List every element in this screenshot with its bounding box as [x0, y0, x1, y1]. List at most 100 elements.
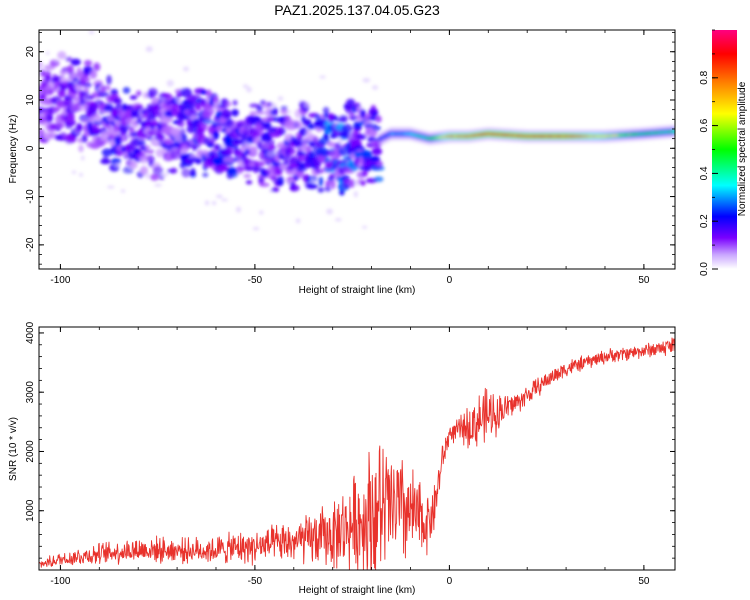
heatmap-cell	[306, 183, 318, 190]
colorbar-tick-label: 0.0	[699, 262, 710, 276]
y-tick-label: -10	[25, 189, 36, 204]
spectrogram-y-axis: -20 -10 0 10 20	[25, 32, 675, 265]
heatmap-cell	[289, 184, 300, 192]
heatmap-cell	[283, 160, 289, 165]
heatmap-cell	[190, 168, 196, 176]
heatmap-cell	[145, 172, 151, 179]
heatmap-cell	[66, 112, 75, 123]
heatmap-cell	[195, 104, 202, 111]
heatmap-cell	[76, 123, 82, 132]
heatmap-cell	[101, 148, 113, 157]
heatmap-cell	[244, 125, 254, 130]
heatmap-cell	[201, 117, 213, 125]
heatmap-cell	[327, 113, 335, 123]
heatmap-cell	[209, 148, 219, 155]
heatmap-cell	[131, 122, 139, 129]
heatmap-cell	[357, 106, 365, 110]
heatmap-cell	[231, 109, 239, 117]
heatmap-cell	[353, 190, 359, 198]
heatmap-cell	[280, 105, 288, 111]
heatmap-cell	[314, 168, 324, 174]
heatmap-cell	[155, 148, 164, 158]
heatmap-cell	[280, 108, 288, 115]
heatmap-cell	[224, 156, 236, 163]
heatmap-cell	[65, 56, 73, 62]
heatmap-cell	[44, 70, 52, 80]
heatmap-cell	[259, 182, 270, 187]
heatmap-cell	[296, 151, 307, 156]
heatmap-cell	[216, 125, 223, 132]
heatmap-cell	[89, 105, 97, 111]
heatmap-cell	[182, 66, 190, 72]
heatmap-cell	[361, 225, 368, 229]
heatmap-cell	[334, 217, 342, 222]
heatmap-cell	[345, 98, 356, 108]
heatmap-cell	[186, 125, 196, 134]
heatmap-cell	[106, 74, 112, 85]
heatmap-cell	[45, 51, 50, 55]
heatmap-cell	[54, 59, 59, 63]
heatmap-cell	[118, 122, 131, 131]
heatmap-cell	[372, 126, 382, 132]
heatmap-cell	[107, 185, 115, 189]
heatmap-cell	[359, 109, 366, 114]
heatmap-cell	[330, 179, 336, 190]
heatmap-cell	[83, 86, 90, 93]
x-tick-label: 50	[638, 576, 650, 587]
heatmap-cell	[317, 187, 325, 193]
heatmap-cell	[200, 89, 207, 95]
x-tick-label: 50	[638, 275, 650, 286]
heatmap-cell	[105, 102, 114, 108]
heatmap-cell	[93, 62, 101, 72]
heatmap-cell	[81, 134, 88, 143]
heatmap-cell	[202, 172, 209, 178]
heatmap-cell	[145, 46, 153, 53]
heatmap-cell	[195, 142, 201, 149]
heatmap-cell	[253, 110, 266, 115]
heatmap-cell	[258, 210, 264, 215]
heatmap-cell	[212, 130, 220, 140]
heatmap-cell	[39, 128, 45, 136]
heatmap-cell	[257, 161, 266, 167]
heatmap-cell	[322, 106, 330, 115]
heatmap-cell	[349, 178, 356, 188]
heatmap-cell	[314, 164, 320, 170]
heatmap-cell	[302, 119, 312, 124]
heatmap-cell	[39, 107, 45, 112]
y-tick-label: 10	[25, 94, 36, 106]
heatmap-cell	[110, 88, 119, 96]
heatmap-cell	[339, 189, 345, 196]
heatmap-cell	[106, 116, 115, 122]
heatmap-cell	[181, 133, 188, 144]
heatmap-cell	[52, 106, 61, 112]
y-tick-label: 1000	[25, 499, 36, 522]
heatmap-cell	[97, 92, 110, 98]
heatmap-cell	[310, 178, 318, 184]
heatmap-cell	[243, 173, 252, 179]
heatmap-cell	[152, 166, 164, 176]
heatmap-cell	[355, 133, 367, 140]
heatmap-cell	[289, 148, 297, 155]
heatmap-cell	[672, 129, 675, 134]
heatmap-cell	[319, 75, 326, 79]
snr-panel: -100 -50 0 50 1000 2000 3000 4000 Height of st…	[8, 321, 676, 596]
heatmap-cell	[175, 98, 183, 103]
heatmap-cell	[225, 113, 231, 119]
heatmap-cell	[242, 84, 249, 89]
heatmap-cell	[209, 137, 216, 144]
heatmap-cell	[221, 198, 229, 202]
colorbar: 0.0 0.2 0.4 0.6 0.8 Normalized spectral ampl…	[699, 29, 748, 276]
heatmap-cell	[318, 176, 324, 187]
heatmap-cell	[343, 179, 351, 184]
heatmap-cell	[248, 161, 257, 167]
heatmap-cell	[232, 99, 238, 106]
heatmap-cell	[135, 90, 142, 97]
heatmap-cell	[271, 187, 280, 193]
y-tick-label: 2000	[25, 440, 36, 463]
heatmap-cell	[129, 160, 138, 169]
heatmap-cell	[117, 132, 129, 142]
heatmap-cell	[277, 96, 284, 101]
heatmap-cell	[162, 137, 175, 145]
colorbar-tick-label: 0.2	[699, 214, 710, 228]
